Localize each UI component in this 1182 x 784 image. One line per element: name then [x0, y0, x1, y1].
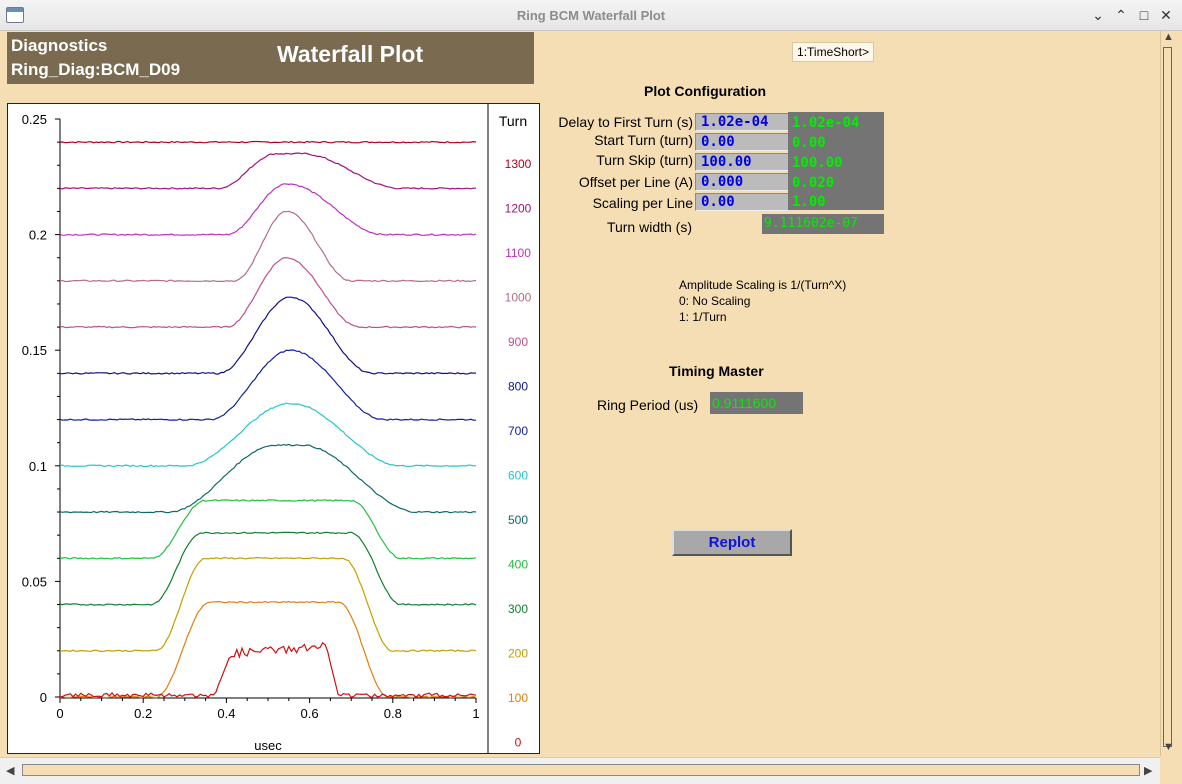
series-line-turn-1300	[59, 140, 477, 144]
series-line-turn-300	[59, 531, 477, 606]
legend-entry-turn-1000: 1000	[505, 291, 532, 305]
scaling-note-option-1: 1: 1/Turn	[679, 310, 727, 324]
window-titlebar: Ring BCM Waterfall Plot ⌄ ⌃ □ ✕	[0, 0, 1182, 31]
restore-icon[interactable]: ⌃	[1115, 7, 1127, 23]
scroll-left-icon[interactable]: ◀	[6, 765, 15, 777]
plot-config-heading: Plot Configuration	[644, 83, 767, 99]
scroll-right-icon[interactable]: ▶	[1144, 765, 1153, 777]
scroll-down-icon[interactable]: ▼	[1163, 741, 1174, 753]
page-title: Waterfall Plot	[277, 41, 424, 67]
delay-input[interactable]: 1.02e-04	[695, 113, 789, 131]
x-tick-label: 0.4	[217, 706, 235, 721]
legend-entry-turn-700: 700	[508, 424, 528, 438]
series-line-turn-400	[59, 499, 477, 560]
start-turn-readback: 0.00	[792, 135, 826, 151]
scaling-note-title: Amplitude Scaling is 1/(Turn^X)	[679, 278, 847, 292]
ring-period-label: Ring Period (us)	[597, 397, 699, 413]
minimize-icon[interactable]: ⌄	[1092, 7, 1104, 23]
y-tick-label: 0.1	[29, 459, 47, 474]
legend-entry-turn-200: 200	[508, 647, 528, 661]
series-line-turn-200	[59, 556, 477, 653]
legend-entry-turn-600: 600	[508, 469, 528, 483]
x-axis-title: usec	[254, 738, 282, 753]
turn-width-readback: 9.111602e-07	[762, 214, 884, 234]
y-tick-label: 0	[40, 690, 47, 705]
scaling-per-line-input[interactable]: 0.00	[695, 193, 789, 211]
series-line-turn-900	[59, 257, 477, 329]
scaling-per-line-label: Scaling per Line	[592, 195, 693, 211]
series-line-turn-1200	[59, 152, 477, 190]
turn-skip-readback: 100.00	[792, 155, 843, 171]
delay-readback: 1.02e-04	[792, 115, 860, 131]
x-tick-label: 0	[56, 706, 63, 721]
scaling-per-line-readback: 1.00	[792, 194, 826, 210]
series-line-turn-1000	[60, 210, 477, 283]
offset-per-line-readback: 0.020	[792, 175, 835, 191]
y-tick-label: 0.15	[22, 343, 47, 358]
legend-entry-turn-300: 300	[508, 602, 528, 616]
y-tick-label: 0.05	[22, 574, 47, 589]
scaling-note-option-0: 0: No Scaling	[679, 294, 751, 308]
x-tick-label: 0.6	[301, 706, 319, 721]
legend-entry-turn-500: 500	[508, 513, 528, 527]
legend-entry-turn-800: 800	[508, 380, 528, 394]
waterfall-plot-panel: 0 0.05 0.1 0.15 0.2 0.25 0 0.2 0.4 0.6 0.8 1 usec Tur…	[7, 103, 540, 754]
series-line-turn-1100	[59, 183, 477, 236]
timing-master-heading: Timing Master	[669, 363, 764, 379]
start-turn-input[interactable]: 0.00	[695, 133, 789, 151]
y-tick-label: 0.2	[29, 228, 47, 243]
horizontal-scroll-track[interactable]	[22, 764, 1140, 776]
series-line-turn-600	[59, 402, 477, 468]
series-line-turn-700	[59, 349, 477, 421]
window-title: Ring BCM Waterfall Plot	[516, 8, 666, 23]
x-tick-label: 0.8	[384, 706, 402, 721]
y-tick-label: 0.25	[22, 112, 47, 127]
readback-panel: 1.02e-04 0.00 100.00 0.020 1.00	[788, 112, 884, 210]
offset-per-line-label: Offset per Line (A)	[578, 174, 693, 190]
legend-entry-turn-0: 0	[515, 736, 522, 750]
series-line-turn-0	[59, 641, 477, 699]
series-line-turn-500	[59, 443, 477, 514]
x-tick-label: 0.2	[134, 706, 152, 721]
legend-entry-turn-400: 400	[508, 558, 528, 572]
turn-skip-label: Turn Skip (turn)	[596, 152, 693, 168]
legend-entry-turn-1100: 1100	[505, 246, 531, 260]
turn-skip-input[interactable]: 100.00	[695, 153, 789, 171]
waterfall-chart: 0 0.05 0.1 0.15 0.2 0.25 0 0.2 0.4 0.6 0.8 1 usec Tur…	[22, 104, 532, 753]
close-icon[interactable]: ✕	[1160, 7, 1172, 23]
offset-per-line-input[interactable]: 0.000	[695, 173, 789, 191]
scroll-up-icon[interactable]: ▲	[1163, 31, 1174, 43]
maximize-icon[interactable]: □	[1139, 7, 1149, 23]
header-device-name: Ring_Diag:BCM_D09	[11, 60, 181, 79]
delay-label: Delay to First Turn (s)	[558, 114, 693, 130]
vertical-scrollbar[interactable]: ▲ ▼	[1160, 31, 1174, 756]
horizontal-scrollbar[interactable]: ◀ ▶	[0, 757, 1160, 784]
legend-entry-turn-1200: 1200	[505, 202, 532, 216]
legend-entry-turn-1300: 1300	[505, 157, 532, 171]
replot-button[interactable]: Replot	[672, 529, 792, 556]
start-turn-label: Start Turn (turn)	[594, 132, 693, 148]
x-tick-label: 1	[472, 706, 479, 721]
legend-entry-turn-100: 100	[508, 691, 528, 705]
timeshort-related-display-button[interactable]: 1:TimeShort>	[792, 42, 874, 62]
header-diagnostics-label: Diagnostics	[11, 36, 108, 55]
vertical-scroll-track[interactable]	[1163, 47, 1172, 747]
legend-title: Turn	[499, 113, 527, 129]
app-window-icon	[6, 7, 24, 23]
series-line-turn-800	[60, 296, 477, 375]
ring-period-readback: 0.9111600	[710, 392, 803, 414]
turn-width-label: Turn width (s)	[606, 219, 692, 235]
legend-entry-turn-900: 900	[508, 335, 528, 349]
header-panel: Diagnostics Ring_Diag:BCM_D09 Waterfall …	[7, 32, 534, 84]
